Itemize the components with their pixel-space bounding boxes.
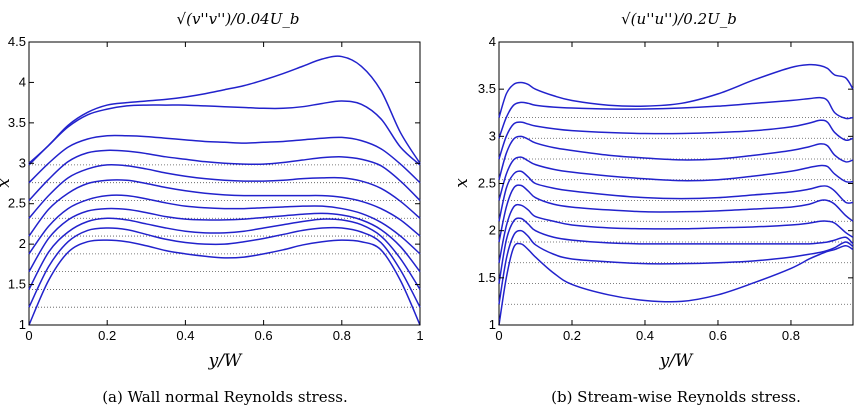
- chart-b-series-line-11: [498, 63, 854, 118]
- chart-b-series-line-6: [498, 170, 854, 222]
- chart-a-y-tick-label: 4.5: [8, 34, 26, 49]
- chart-a-x-ticks: 0 0.2 0.4 0.6 0.8 1: [25, 42, 424, 343]
- chart-b-series-line-9: [498, 119, 854, 160]
- chart-a-series-line-2: [28, 226, 421, 308]
- chart-b-series-line-1: [498, 242, 854, 326]
- chart-b-series-line-5: [498, 184, 854, 243]
- chart-b-series-line-8: [498, 135, 854, 180]
- panel-a: √(v''v'')/0.04U_b 0 0.2 0.4 0.6 0.8 1 1 1.5 2 2.…: [0, 10, 424, 406]
- chart-b-x-tick-label: 0.4: [636, 328, 654, 343]
- chart-a-series-line-8: [28, 149, 421, 202]
- chart-b-title: √(u''u'')/0.2U_b: [621, 10, 737, 28]
- chart-a-series-line-11: [28, 55, 421, 164]
- chart-b-baselines: [499, 117, 853, 305]
- chart-a-series-line-4: [28, 207, 421, 273]
- chart-a-x-tick-label: 0.4: [176, 328, 194, 343]
- chart-b-y-tick-label: 1.5: [478, 270, 496, 285]
- chart-a-y-tick-label: 2: [19, 236, 26, 251]
- chart-a-y-label: x: [0, 178, 14, 188]
- chart-a-title: √(v''v'')/0.04U_b: [177, 10, 300, 28]
- chart-a-y-tick-label: 4: [19, 74, 26, 89]
- chart-b-plot-area: [498, 41, 854, 326]
- chart-a-y-tick-label: 3.5: [8, 115, 26, 130]
- chart-a-y-tick-label: 1: [19, 317, 26, 332]
- chart-a-series-line-10: [28, 100, 421, 166]
- chart-a-y-tick-label: 1.5: [8, 277, 26, 292]
- chart-a-caption: (a) Wall normal Reynolds stress.: [102, 388, 348, 406]
- chart-b-x-tick-label: 0.8: [782, 328, 800, 343]
- chart-b-series-line-2: [498, 229, 854, 305]
- chart-b-x-tick-label: 0: [495, 328, 502, 343]
- chart-b-series-line-7: [498, 156, 854, 201]
- chart-a-x-tick-label: 1: [416, 328, 423, 343]
- chart-b-x-tick-label: 0.6: [709, 328, 727, 343]
- chart-a-series-line-9: [28, 134, 421, 184]
- panel-b: √(u''u'')/0.2U_b 0 0.2 0.4 0.6 0.8 1 1.5 2 2.5 3…: [452, 10, 854, 406]
- chart-a-x-tick-label: 0.8: [333, 328, 351, 343]
- svg-text:√(v''v'')/0.04U_b: √(v''v'')/0.04U_b: [177, 10, 300, 28]
- chart-b-y-tick-label: 2: [489, 223, 496, 238]
- chart-a-x-tick-label: 0.2: [98, 328, 116, 343]
- chart-a-series-line-3: [28, 217, 421, 290]
- chart-a-y-tick-label: 2.5: [8, 196, 26, 211]
- chart-b-y-tick-label: 1: [489, 317, 496, 332]
- chart-a-plot-area: [28, 41, 421, 326]
- chart-b-y-tick-label: 3.5: [478, 81, 496, 96]
- chart-b-series-line-10: [498, 96, 854, 139]
- chart-a-y-tick-label: 3: [19, 155, 26, 170]
- chart-a-x-label: y/W: [208, 351, 243, 371]
- chart-b-series-line-4: [498, 203, 854, 263]
- chart-b-series-lines: [498, 63, 854, 326]
- chart-a-x-tick-label: 0: [25, 328, 32, 343]
- chart-a-series-line-1: [28, 239, 421, 326]
- chart-b-y-ticks: 1 1.5 2 2.5 3 3.5 4: [478, 34, 853, 332]
- chart-b-y-tick-label: 4: [489, 34, 496, 49]
- chart-a-y-ticks: 1 1.5 2 2.5 3 3.5 4 4.5: [8, 34, 420, 332]
- chart-a-series-line-5: [28, 194, 421, 255]
- chart-a-x-tick-label: 0.6: [255, 328, 273, 343]
- chart-b-series-line-3: [498, 217, 854, 284]
- chart-b-y-label: x: [452, 178, 472, 188]
- chart-a-series-lines: [28, 55, 421, 326]
- chart-b-y-tick-label: 3: [489, 128, 496, 143]
- chart-b-x-label: y/W: [659, 351, 694, 371]
- chart-a-baselines: [29, 164, 420, 308]
- svg-text:√(u''u'')/0.2U_b: √(u''u'')/0.2U_b: [621, 10, 737, 28]
- chart-b-caption: (b) Stream-wise Reynolds stress.: [551, 388, 801, 406]
- chart-a-series-line-7: [28, 163, 421, 219]
- chart-b-y-tick-label: 2.5: [478, 176, 496, 191]
- chart-b-x-ticks: 0 0.2 0.4 0.6 0.8: [495, 42, 800, 343]
- chart-a-series-line-6: [28, 179, 421, 237]
- chart-b-x-tick-label: 0.2: [563, 328, 581, 343]
